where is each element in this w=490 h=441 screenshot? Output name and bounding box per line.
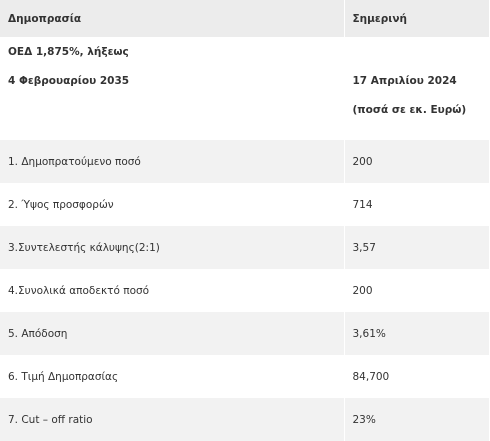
value-cell: 23% xyxy=(344,398,490,441)
data-row: 4.Συνολικά αποδεκτό ποσό 200 xyxy=(0,269,490,312)
label-cell: 5. Απόδοση xyxy=(0,312,345,355)
header-cell: Σημερινή xyxy=(344,0,490,37)
label-cell: 3.Συντελεστής κάλυψης(2:1) xyxy=(0,226,345,269)
label-cell: 1. Δημοπρατούμενο ποσό xyxy=(0,140,345,183)
data-row: 5. Απόδοση 3,61% xyxy=(0,312,490,355)
intro-row: ΟΕΔ 1,875%, λήξεως 4 Φεβρουαρίου 2035 17… xyxy=(0,37,490,140)
intro-line: (ποσά σε εκ. Ευρώ) xyxy=(352,104,467,116)
value-cell: 84,700 xyxy=(344,355,490,398)
label-cell: 6. Τιμή Δημοπρασίας xyxy=(0,355,345,398)
value-cell: 3,61% xyxy=(344,312,490,355)
header-row: Δημοπρασία Σημερινή xyxy=(0,0,490,37)
intro-cell: ΟΕΔ 1,875%, λήξεως 4 Φεβρουαρίου 2035 xyxy=(0,37,345,140)
label-cell: 2. Ύψος προσφορών xyxy=(0,183,345,226)
value-cell: 200 xyxy=(344,269,490,312)
value-cell: 3,57 xyxy=(344,226,490,269)
header-cell: Δημοπρασία xyxy=(0,0,345,37)
data-row: 2. Ύψος προσφορών 714 xyxy=(0,183,490,226)
data-row: 3.Συντελεστής κάλυψης(2:1) 3,57 xyxy=(0,226,490,269)
value-cell: 714 xyxy=(344,183,490,226)
intro-cell: 17 Απριλίου 2024 (ποσά σε εκ. Ευρώ) xyxy=(344,37,490,140)
intro-line: ΟΕΔ 1,875%, λήξεως xyxy=(8,46,129,58)
label-cell: 7. Cut – off ratio xyxy=(0,398,345,441)
data-row: 7. Cut – off ratio 23% xyxy=(0,398,490,441)
value-cell: 200 xyxy=(344,140,490,183)
label-cell: 4.Συνολικά αποδεκτό ποσό xyxy=(0,269,345,312)
data-row: 6. Τιμή Δημοπρασίας 84,700 xyxy=(0,355,490,398)
intro-line: 4 Φεβρουαρίου 2035 xyxy=(8,75,130,87)
intro-line: 17 Απριλίου 2024 xyxy=(352,75,457,87)
data-row: 1. Δημοπρατούμενο ποσό 200 xyxy=(0,140,490,183)
